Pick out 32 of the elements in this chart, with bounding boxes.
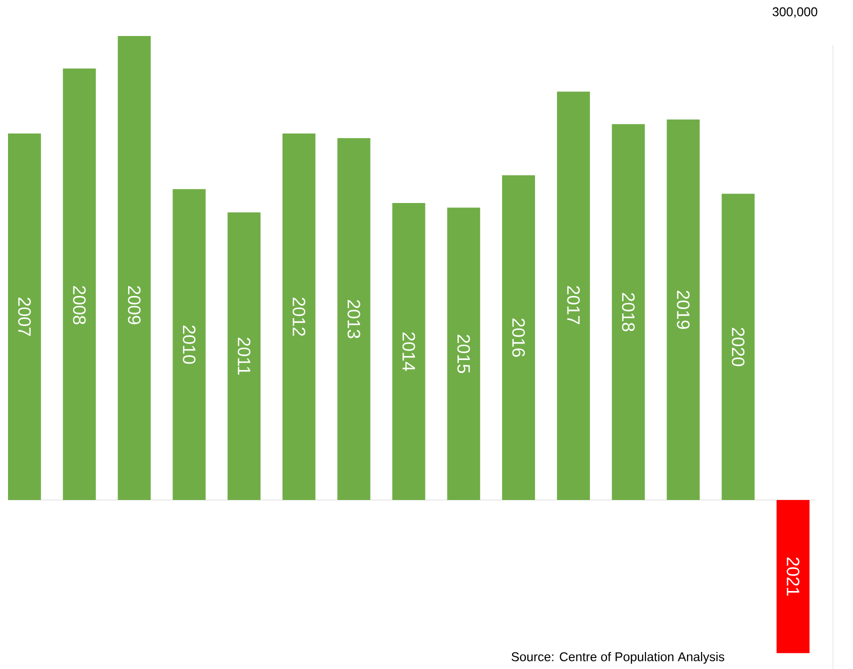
- bar: [612, 124, 645, 500]
- x-tick-label: 2008: [73, 286, 86, 324]
- x-tick-label: 2009: [128, 286, 141, 324]
- x-tick-label: 2017: [567, 286, 580, 324]
- bar: [447, 208, 480, 500]
- x-tick-label: 2015: [457, 334, 470, 374]
- x-tick-label: 2016: [512, 318, 525, 357]
- x-tick-label: 2018: [622, 293, 635, 332]
- bar: [556, 92, 590, 500]
- text: 300,000: [772, 7, 818, 18]
- x-tick-label: 2014: [402, 332, 416, 371]
- x-tick-label: 2011: [238, 338, 250, 375]
- x-tick-label: 2012: [292, 298, 306, 336]
- x-tick-label: 2020: [732, 328, 744, 366]
- bar: [228, 212, 261, 500]
- x-tick-label: 2021: [786, 558, 800, 596]
- bar: [502, 175, 536, 500]
- x-tick-label: 2010: [182, 326, 196, 364]
- bar: [62, 68, 96, 500]
- x-tick-label: 2007: [18, 298, 31, 336]
- x-tick-label: 2019: [676, 290, 690, 329]
- x-tick-label: 2013: [348, 300, 360, 338]
- bar: [118, 36, 151, 500]
- bar: [392, 203, 426, 500]
- bar: [337, 138, 370, 500]
- bar: [666, 120, 700, 500]
- bar: [776, 500, 810, 654]
- bar: [8, 133, 41, 500]
- bar: [282, 133, 316, 500]
- annotation: Source: Centre of Population Analysis: [512, 652, 724, 664]
- bar: [722, 194, 755, 500]
- bar: [172, 189, 206, 500]
